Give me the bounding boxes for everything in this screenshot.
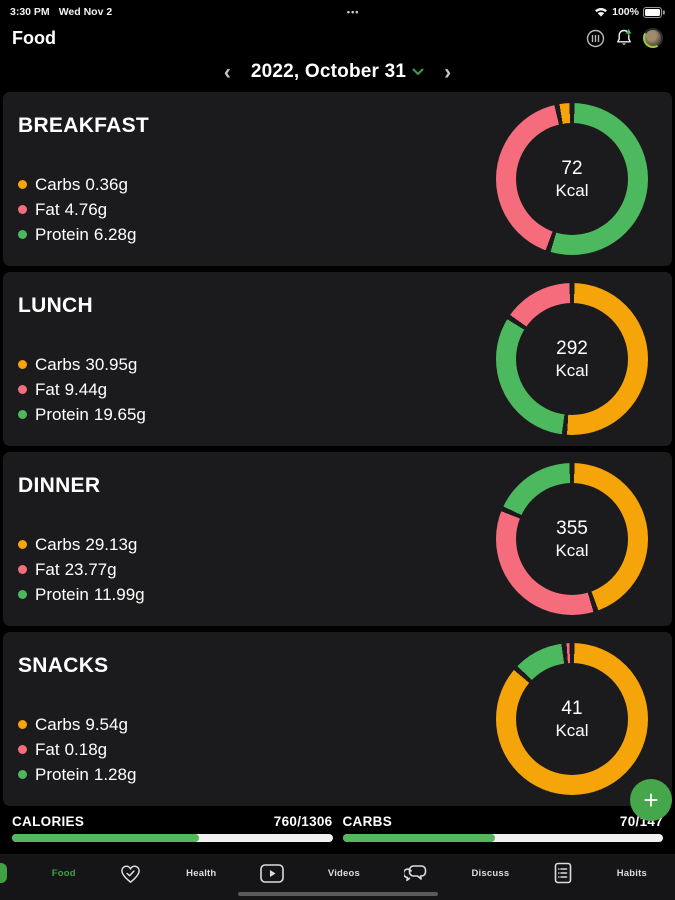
carbs-dot-icon (18, 360, 27, 369)
date-picker[interactable]: 2022, October 31 (251, 61, 424, 83)
journal-icon[interactable] (553, 862, 573, 884)
calories-progress-fill (12, 834, 199, 842)
macro-list: Carbs 30.95g Fat 9.44g Protein 19.65g (18, 352, 672, 427)
macro-donut-chart: 292 Kcal (496, 283, 648, 435)
carbs-progress-track (342, 834, 663, 842)
meal-cards: BREAKFAST Carbs 0.36g Fat 4.76g Protein 6.2… (0, 90, 675, 806)
kcal-unit: Kcal (555, 181, 589, 201)
macro-fat: Fat 23.77g (18, 557, 672, 582)
protein-dot-icon (18, 410, 27, 419)
battery-icon (642, 6, 665, 18)
wifi-icon (594, 6, 608, 18)
macro-protein: Protein 11.99g (18, 582, 672, 607)
carbs-summary: CARBS 70/147 (342, 814, 663, 842)
date-nav: ‹ 2022, October 31 › (0, 54, 675, 90)
calories-label: CALORIES (12, 814, 85, 829)
kcal-value: 355 (556, 517, 588, 539)
meal-title: LUNCH (18, 294, 93, 317)
kcal-value: 292 (556, 337, 588, 359)
status-bar: 3:30 PM Wed Nov 2 ••• 100% (0, 0, 675, 22)
calories-value: 760/1306 (273, 814, 333, 829)
calories-summary: CALORIES 760/1306 (12, 814, 333, 842)
tab-discuss[interactable]: Discuss (471, 867, 510, 879)
kcal-unit: Kcal (555, 721, 589, 741)
macro-fat: Fat 0.18g (18, 737, 672, 762)
kcal-unit: Kcal (555, 361, 589, 381)
protein-dot-icon (18, 590, 27, 599)
macro-list: Carbs 29.13g Fat 23.77g Protein 11.99g (18, 532, 672, 607)
carbs-progress-fill (342, 834, 496, 842)
macro-list: Carbs 0.36g Fat 4.76g Protein 6.28g (18, 172, 672, 247)
tab-food[interactable]: Food (51, 867, 76, 879)
prev-day-button[interactable]: ‹ (223, 60, 231, 84)
add-food-button[interactable]: + (630, 779, 672, 821)
macro-carbs: Carbs 9.54g (18, 712, 672, 737)
settings-icon[interactable] (585, 28, 605, 48)
home-indicator[interactable] (237, 892, 438, 896)
macro-fat: Fat 9.44g (18, 377, 672, 402)
macro-carbs: Carbs 30.95g (18, 352, 672, 377)
macro-donut-chart: 41 Kcal (496, 643, 648, 795)
carbs-dot-icon (18, 720, 27, 729)
play-video-icon[interactable] (260, 863, 284, 883)
battery-percent: 100% (612, 6, 639, 18)
meal-card-snacks[interactable]: SNACKS Carbs 9.54g Fat 0.18g Protein 1.28g … (3, 632, 672, 806)
carbs-dot-icon (18, 540, 27, 549)
macro-donut-chart: 72 Kcal (496, 103, 648, 255)
heart-icon[interactable] (119, 863, 142, 884)
status-ellipsis: ••• (346, 7, 360, 17)
notifications-bell-icon[interactable] (614, 28, 634, 48)
meal-title: DINNER (18, 474, 101, 497)
carbs-label: CARBS (342, 814, 393, 829)
fat-dot-icon (18, 385, 27, 394)
macro-protein: Protein 19.65g (18, 402, 672, 427)
food-icon[interactable] (0, 862, 8, 884)
meal-card-lunch[interactable]: LUNCH Carbs 30.95g Fat 9.44g Protein 19.65g… (3, 272, 672, 446)
fat-dot-icon (18, 205, 27, 214)
protein-dot-icon (18, 770, 27, 779)
macro-list: Carbs 9.54g Fat 0.18g Protein 1.28g (18, 712, 672, 787)
avatar-photo (645, 30, 661, 46)
meal-title: SNACKS (18, 654, 109, 677)
chevron-down-icon (412, 68, 424, 76)
fat-dot-icon (18, 745, 27, 754)
status-time: 3:30 PM (10, 6, 50, 18)
tab-videos[interactable]: Videos (327, 867, 361, 879)
meal-card-breakfast[interactable]: BREAKFAST Carbs 0.36g Fat 4.76g Protein 6.2… (3, 92, 672, 266)
carbs-dot-icon (18, 180, 27, 189)
avatar[interactable] (643, 28, 663, 48)
macro-donut-chart: 355 Kcal (496, 463, 648, 615)
macro-protein: Protein 1.28g (18, 762, 672, 787)
calories-progress-track (12, 834, 333, 842)
tab-health[interactable]: Health (186, 867, 217, 879)
kcal-value: 41 (561, 697, 583, 719)
macro-carbs: Carbs 0.36g (18, 172, 672, 197)
date-label: 2022, October 31 (250, 61, 407, 82)
tab-habits[interactable]: Habits (616, 867, 647, 879)
status-date: Wed Nov 2 (58, 6, 113, 18)
fat-dot-icon (18, 565, 27, 574)
meal-card-dinner[interactable]: DINNER Carbs 29.13g Fat 23.77g Protein 11.9… (3, 452, 672, 626)
macro-protein: Protein 6.28g (18, 222, 672, 247)
kcal-value: 72 (561, 157, 583, 179)
next-day-button[interactable]: › (444, 60, 452, 84)
chat-bubbles-icon[interactable] (403, 863, 428, 884)
daily-summary: CALORIES 760/1306 CARBS 70/147 (0, 806, 675, 842)
app-header: Food (0, 22, 675, 54)
kcal-unit: Kcal (555, 541, 589, 561)
macro-fat: Fat 4.76g (18, 197, 672, 222)
protein-dot-icon (18, 230, 27, 239)
page-title: Food (12, 27, 56, 48)
meal-title: BREAKFAST (18, 114, 150, 137)
macro-carbs: Carbs 29.13g (18, 532, 672, 557)
